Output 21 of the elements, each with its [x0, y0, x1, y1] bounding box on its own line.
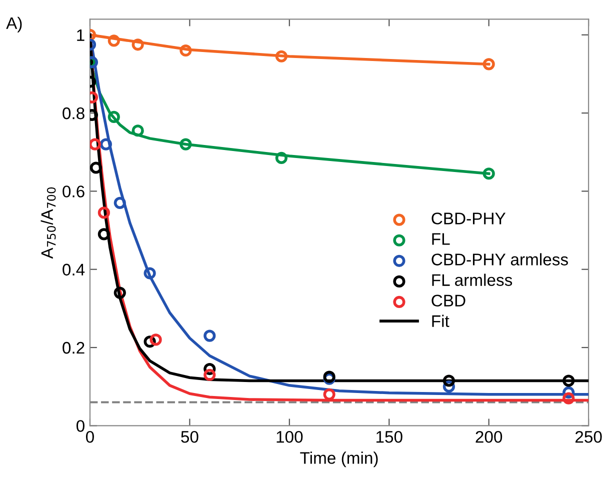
y-tick-label: 0.6 — [62, 186, 84, 198]
legend-label: FL armless — [432, 274, 512, 286]
x-tick-label: 100 — [276, 430, 303, 443]
legend-label: CBD-PHY — [432, 212, 506, 224]
legend-label: CBD-PHY armless — [432, 253, 568, 266]
y-tick-label: 0.2 — [62, 342, 84, 354]
legend-label: CBD — [432, 294, 466, 307]
x-tick-label: 0 — [86, 430, 94, 443]
y-tick-label: 1 — [77, 29, 84, 41]
x-tick-label: 50 — [181, 430, 198, 443]
y-tick-label: 0 — [76, 420, 84, 432]
y-axis-title: A$_{750}$/A$_{700}$ — [40, 187, 56, 259]
y-tick-label: 0.8 — [62, 107, 84, 120]
legend-label: FL — [432, 233, 450, 245]
legend-label: Fit — [432, 314, 450, 328]
x-tick-label: 250 — [575, 430, 602, 443]
x-tick-label: 200 — [476, 430, 502, 443]
x-axis-title: Time (min) — [300, 452, 378, 468]
y-tick-label: 0.4 — [62, 264, 85, 276]
x-tick-label: 150 — [376, 430, 402, 443]
text: A) — [6, 16, 22, 32]
